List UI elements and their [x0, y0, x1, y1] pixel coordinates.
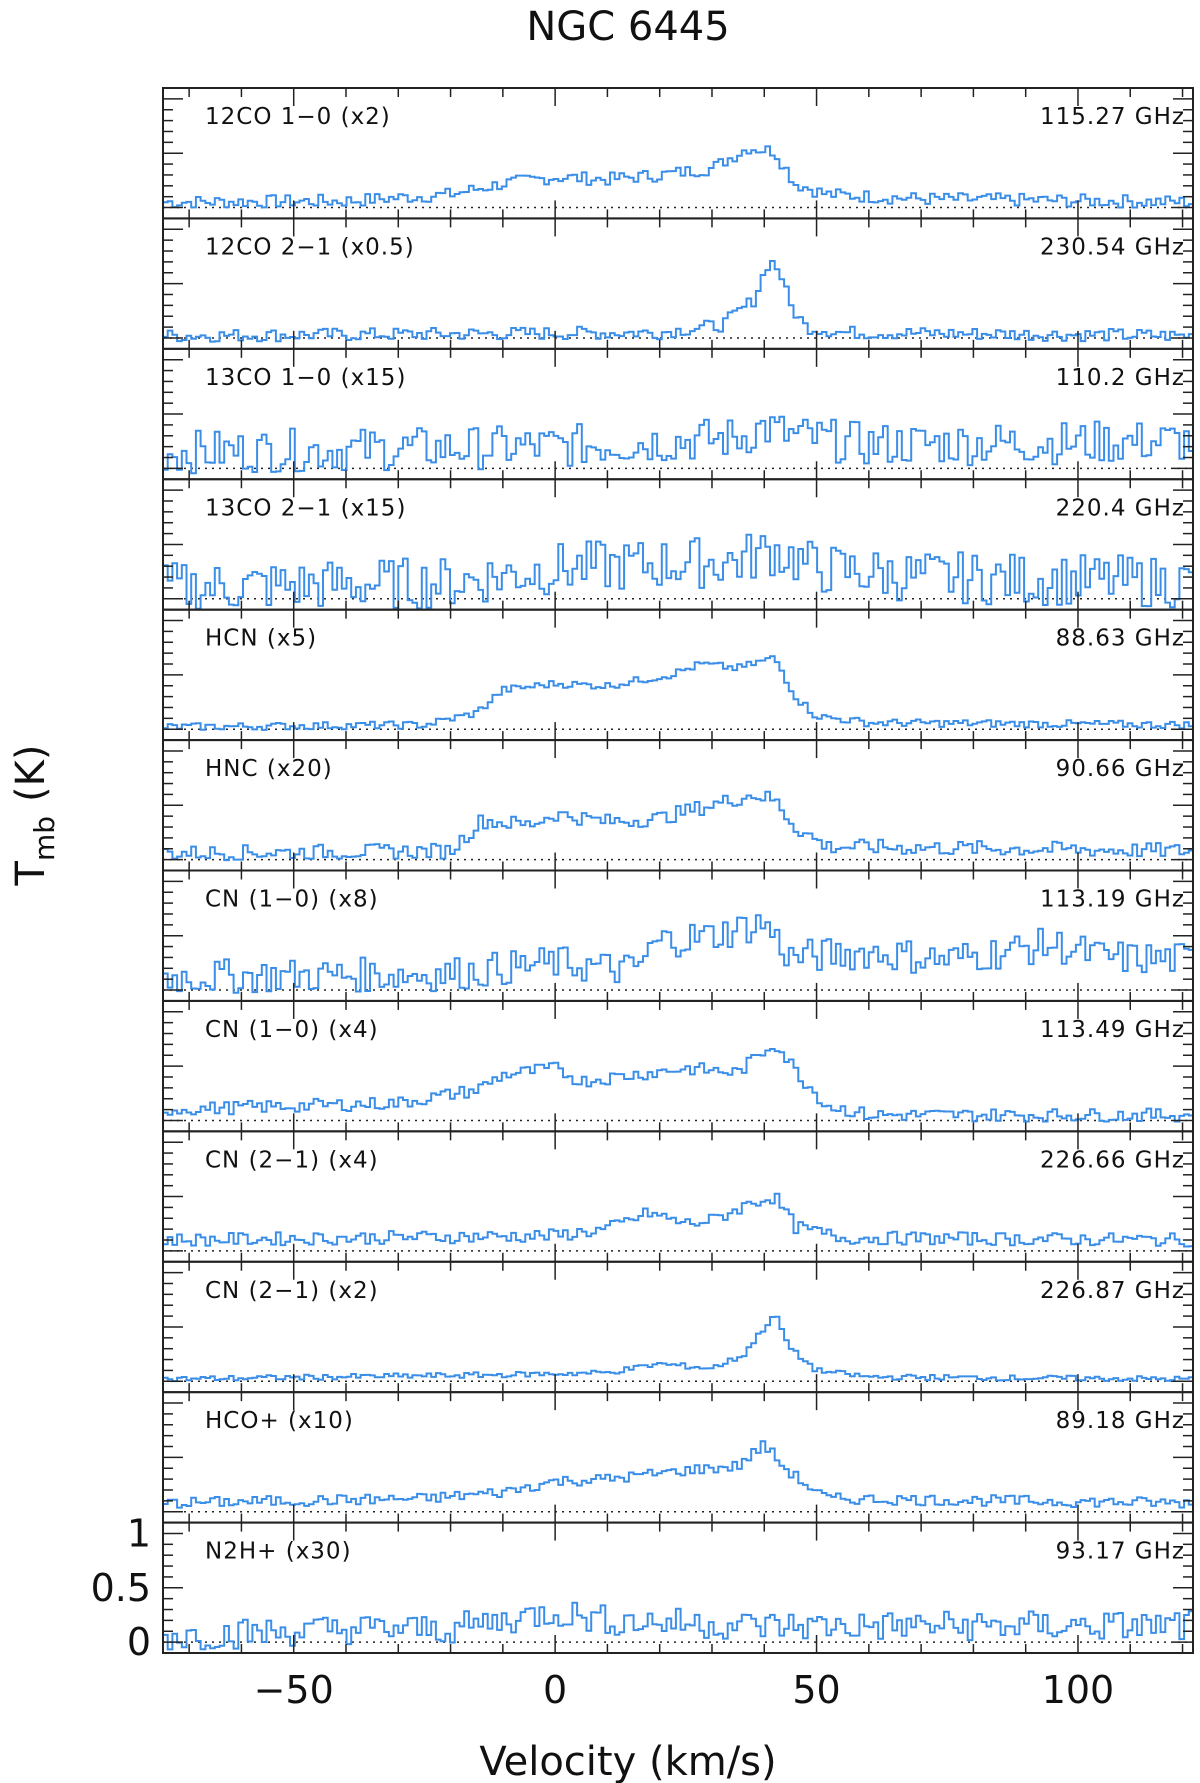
spectrum-panel: CN (1−0) (x4) 113.49 GHz	[162, 999, 1194, 1133]
spectrum-line	[163, 655, 1193, 731]
y-axis-label-unit: (K)	[8, 745, 54, 802]
panel-label: HNC (x20)	[205, 756, 333, 782]
spectrum-panel: CN (1−0) (x8) 113.19 GHz	[162, 869, 1194, 1002]
spectrum-panel: 13CO 2−1 (x15) 220.4 GHz	[162, 478, 1194, 611]
spectrum-panel: 12CO 2−1 (x0.5) 230.54 GHz	[162, 217, 1194, 350]
y-tick-labels: 00.51	[91, 1511, 151, 1664]
panel-label: 13CO 1−0 (x15)	[205, 365, 406, 391]
spectrum-line	[163, 914, 1193, 994]
spectrum-panels: 12CO 1−0 (x2) 115.27 GHz 12CO 2−1 (x0.5) 23…	[162, 87, 1194, 1655]
x-axis-label: Velocity (km/s)	[479, 1739, 776, 1783]
spectrum-line	[163, 260, 1193, 343]
spectrum-panel: N2H+ (x30) 93.17 GHz	[162, 1521, 1194, 1655]
panel-label: CN (2−1) (x4)	[205, 1147, 379, 1173]
panel-label: CN (1−0) (x4)	[205, 1017, 379, 1043]
x-tick-labels: −50 0 50 100	[254, 1668, 1115, 1712]
panel-label: HCN (x5)	[205, 626, 317, 652]
spectrum-line	[163, 415, 1193, 475]
panel-frequency: 89.18 GHz	[1056, 1408, 1185, 1434]
panel-frequency: 110.2 GHz	[1056, 365, 1185, 391]
panel-frequency: 226.87 GHz	[1040, 1278, 1185, 1304]
panel-frequency: 113.49 GHz	[1040, 1017, 1185, 1043]
panel-frequency: 93.17 GHz	[1056, 1539, 1185, 1565]
x-tick-label: 50	[792, 1668, 840, 1712]
panel-label: N2H+ (x30)	[205, 1539, 352, 1565]
x-tick-label: 0	[543, 1668, 567, 1712]
panel-frequency: 226.66 GHz	[1040, 1147, 1185, 1173]
x-tick-label: 100	[1042, 1668, 1115, 1712]
panel-frequency: 230.54 GHz	[1040, 234, 1185, 260]
spectrum-line	[163, 1601, 1193, 1651]
chart-title: NGC 6445	[526, 4, 729, 50]
y-tick-label: 0.5	[91, 1566, 151, 1610]
spectrum-panel: CN (2−1) (x4) 226.66 GHz	[162, 1130, 1194, 1263]
spectrum-line	[163, 790, 1193, 862]
y-axis-label: Tmb (K)	[8, 745, 61, 887]
panel-label: 12CO 1−0 (x2)	[205, 104, 391, 130]
y-tick-label: 1	[127, 1511, 151, 1555]
spectrum-panel: 13CO 1−0 (x15) 110.2 GHz	[162, 347, 1194, 481]
panel-frequency: 90.66 GHz	[1056, 756, 1185, 782]
spectrum-panel: HNC (x20) 90.66 GHz	[162, 739, 1194, 872]
spectrum-line	[163, 1315, 1193, 1383]
panel-frequency: 220.4 GHz	[1056, 495, 1185, 521]
spectrum-line	[163, 1440, 1193, 1509]
spectrum-panel: CN (2−1) (x2) 226.87 GHz	[162, 1260, 1194, 1394]
spectrum-panel: HCN (x5) 88.63 GHz	[162, 608, 1194, 742]
spectrum-panel: HCO+ (x10) 89.18 GHz	[162, 1391, 1194, 1524]
spectrum-line	[163, 145, 1193, 209]
panel-label: CN (1−0) (x8)	[205, 887, 379, 913]
panel-frequency: 115.27 GHz	[1040, 104, 1185, 130]
panel-frequency: 88.63 GHz	[1056, 626, 1185, 652]
panel-label: 12CO 2−1 (x0.5)	[205, 234, 415, 260]
spectrum-panel: 12CO 1−0 (x2) 115.27 GHz	[162, 87, 1194, 220]
y-axis-label-main: T	[8, 860, 54, 886]
spectrum-line	[163, 533, 1193, 610]
spectrum-line	[163, 1192, 1193, 1248]
y-tick-label: 0	[127, 1620, 151, 1664]
panel-label: 13CO 2−1 (x15)	[205, 495, 406, 521]
y-axis-label-sub: mb	[28, 816, 61, 861]
panel-frame	[162, 608, 1194, 742]
panel-label: HCO+ (x10)	[205, 1408, 354, 1434]
panel-frequency: 113.19 GHz	[1040, 887, 1185, 913]
svg-text:Tmb(K): Tmb (K)	[8, 745, 61, 887]
panel-label: CN (2−1) (x2)	[205, 1278, 379, 1304]
spectrum-line	[163, 1048, 1193, 1123]
x-tick-label: −50	[254, 1668, 334, 1712]
